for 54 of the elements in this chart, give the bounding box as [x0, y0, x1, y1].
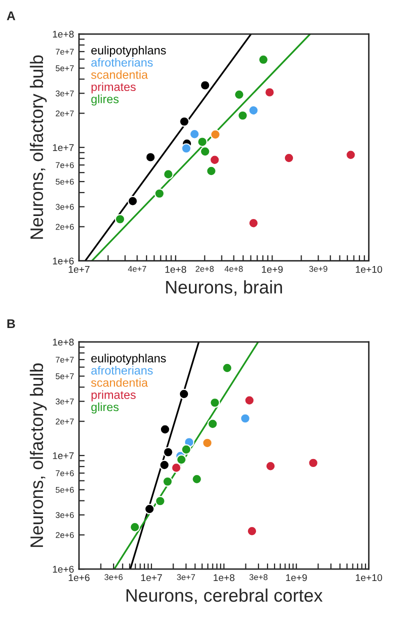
y-tick-label: 1e+7 — [52, 452, 74, 460]
text: scandentia — [91, 378, 148, 387]
x-tick-label: 1e+10 — [356, 266, 382, 273]
y-tick-label: 5e+7 — [56, 65, 74, 72]
y-tick-label: 5e+6 — [56, 178, 74, 185]
x-tick-label: 3e+6 — [104, 574, 123, 580]
text: glires — [91, 402, 119, 414]
y-tick-label: 2e+7 — [56, 110, 74, 116]
y-tick-label: 2e+6 — [56, 224, 74, 230]
x-tick-label: 1e+9 — [262, 266, 283, 273]
y-tick-label: 5e+7 — [56, 373, 74, 380]
chart-title: B — [7, 319, 16, 328]
text: primates — [92, 390, 136, 402]
x-tick-label: 3e+9 — [309, 266, 328, 272]
y-tick-label: 3e+6 — [56, 204, 74, 210]
y-tick-label: 5e+6 — [56, 486, 74, 493]
y-tick-label: 1e+7 — [52, 144, 74, 152]
y-tick-label: 1e+6 — [52, 566, 74, 573]
x-tick-label: 1e+7 — [68, 266, 90, 273]
y-tick-label: 2e+7 — [56, 418, 74, 424]
x-tick-label: 4e+7 — [128, 266, 146, 272]
x-tick-label: 1e+8 — [214, 574, 234, 582]
text: glires — [91, 94, 119, 106]
y-tick-label: 7e+7 — [56, 48, 74, 55]
text: eulipotyphlans — [91, 354, 166, 365]
text: eulipotyphlans — [91, 46, 166, 57]
text: scandentia — [91, 70, 148, 79]
text: afrotherians — [91, 366, 153, 375]
y-tick-label: 1e+8 — [52, 30, 74, 38]
y-tick-label: 7e+6 — [56, 162, 74, 168]
x-axis-title: Neurons, brain — [166, 280, 282, 296]
y-tick-label: 7e+7 — [56, 356, 74, 363]
y-tick-label: 3e+7 — [56, 398, 74, 404]
y-tick-label: 1e+8 — [52, 338, 74, 346]
y-tick-label: 2e+6 — [56, 532, 74, 538]
x-tick-label: 1e+10 — [356, 574, 382, 582]
text: primates — [92, 82, 136, 94]
x-tick-label: 1e+8 — [165, 266, 186, 273]
x-axis-title: Neurons, cerebral cortex — [126, 588, 323, 604]
x-tick-label: 3e+8 — [249, 574, 268, 580]
x-tick-label: 1e+7 — [141, 574, 162, 582]
y-tick-label: 1e+6 — [52, 258, 74, 264]
y-tick-label: 3e+6 — [56, 512, 74, 518]
x-tick-label: 4e+8 — [224, 266, 243, 272]
x-tick-label: 1e+6 — [68, 574, 90, 582]
text: afrotherians — [91, 58, 153, 67]
x-tick-label: 1e+9 — [286, 574, 307, 582]
x-tick-label: 3e+7 — [176, 574, 195, 580]
chart-title: A — [6, 11, 16, 20]
y-axis-title: Neurons, olfactory bulb — [30, 363, 47, 547]
y-axis-title: Neurons, olfactory bulb — [30, 55, 47, 239]
y-tick-label: 3e+7 — [56, 90, 74, 96]
x-tick-label: 2e+8 — [196, 266, 214, 272]
y-tick-label: 7e+6 — [56, 470, 74, 476]
